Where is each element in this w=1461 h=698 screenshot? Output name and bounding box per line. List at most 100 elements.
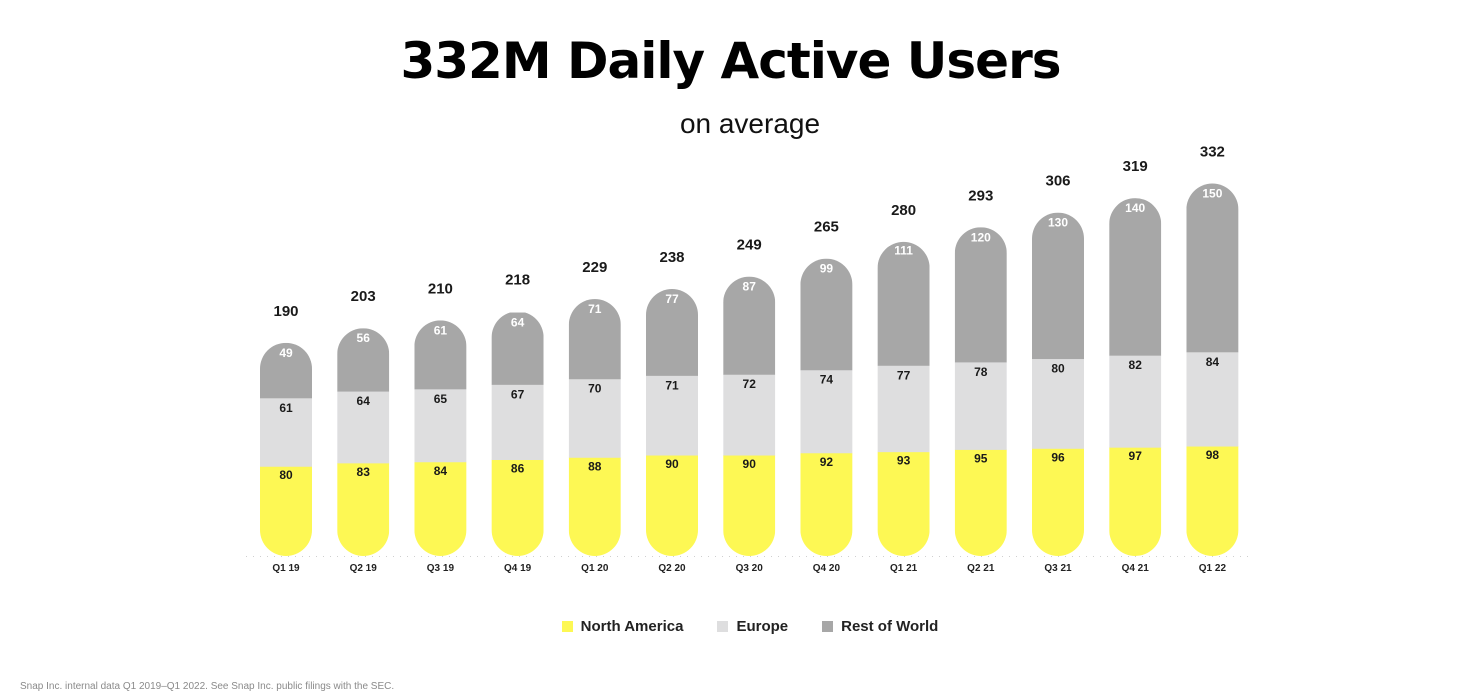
bar-group — [877, 241, 930, 556]
bar-group — [1032, 212, 1084, 556]
bar-group — [800, 258, 853, 556]
bar-group — [723, 276, 776, 556]
x-tick-label: Q4 20 — [813, 563, 841, 574]
bar-segment-north-america — [1109, 447, 1162, 556]
bar-segment-europe — [568, 378, 621, 458]
segment-value-label: 82 — [1129, 358, 1143, 372]
bar-segment-rest-of-world — [414, 320, 467, 390]
bar-group — [414, 320, 467, 556]
bar-segment-rest-of-world — [1109, 198, 1162, 356]
segment-value-label: 49 — [279, 346, 293, 360]
legend-label-rest-of-world: Rest of World — [841, 618, 939, 635]
x-tick-label: Q1 21 — [890, 563, 918, 574]
bar-segment-rest-of-world — [1032, 212, 1084, 360]
stacked-bar-chart: 80 61 49 190 Q1 19 83 64 56 203 Q2 19 84 65 61 210 Q3 … — [246, 143, 1252, 574]
bar-segment-europe — [260, 397, 312, 467]
segment-value-label: 111 — [894, 244, 913, 258]
bar-segment-rest-of-world — [646, 288, 698, 376]
chart-title: 332M Daily Active Users — [400, 32, 1061, 90]
segment-value-label: 150 — [1202, 186, 1222, 200]
bar-segment-north-america — [800, 452, 853, 556]
segment-value-label: 95 — [974, 451, 988, 465]
bar-group — [954, 227, 1007, 556]
bar-segment-north-america — [568, 457, 621, 556]
legend-item-north-america: North America — [561, 618, 684, 635]
bar-segment-rest-of-world — [568, 299, 621, 380]
x-tick-label: Q4 19 — [504, 563, 532, 574]
total-value-label: 238 — [659, 249, 684, 266]
x-tick-label: Q1 22 — [1199, 563, 1227, 574]
bar-segment-europe — [646, 375, 698, 456]
legend: North America Europe Rest of World — [0, 618, 1461, 635]
bar-group — [646, 288, 698, 556]
segment-value-label: 70 — [588, 382, 602, 396]
x-tick-label: Q2 21 — [967, 563, 995, 574]
x-tick-label: Q1 19 — [272, 563, 300, 574]
segment-value-label: 77 — [665, 292, 679, 306]
bar-segment-north-america — [260, 466, 312, 556]
segment-value-label: 84 — [1206, 355, 1220, 369]
legend-label-europe: Europe — [736, 618, 789, 635]
x-tick-label: Q3 21 — [1044, 563, 1072, 574]
bar-segment-rest-of-world — [954, 227, 1007, 363]
segment-value-label: 64 — [511, 316, 525, 330]
bar-segment-europe — [723, 374, 776, 456]
segment-value-label: 97 — [1129, 449, 1143, 463]
segment-value-label: 87 — [743, 280, 757, 294]
segment-value-label: 84 — [434, 464, 448, 478]
segment-value-label: 61 — [434, 323, 448, 337]
chart-subtitle: on average — [679, 108, 821, 139]
segment-value-label: 61 — [279, 401, 293, 415]
segment-value-label: 78 — [974, 365, 988, 379]
segment-value-label: 98 — [1206, 448, 1220, 462]
segment-value-label: 88 — [588, 459, 602, 473]
x-tick-label: Q3 19 — [427, 563, 455, 574]
bar-group — [491, 312, 544, 556]
bar-segment-europe — [337, 391, 390, 464]
total-value-label: 203 — [351, 288, 376, 305]
bar-segment-north-america — [337, 462, 390, 557]
bar-segment-rest-of-world — [877, 241, 930, 366]
bar-group — [260, 342, 312, 556]
bar-segment-rest-of-world — [260, 342, 312, 399]
bar-segment-north-america — [491, 459, 544, 556]
total-value-label: 218 — [505, 271, 530, 288]
segment-value-label: 64 — [357, 394, 371, 408]
bar-segment-europe — [1109, 355, 1162, 448]
bar-segment-europe — [800, 369, 853, 454]
bar-segment-north-america — [954, 449, 1007, 556]
bar-group — [1109, 198, 1162, 556]
bar-segment-europe — [414, 388, 467, 463]
x-tick-label: Q3 20 — [736, 563, 764, 574]
segment-value-label: 83 — [357, 465, 371, 479]
total-value-label: 210 — [428, 280, 453, 297]
segment-value-label: 71 — [588, 302, 602, 316]
total-value-label: 332 — [1200, 143, 1225, 160]
total-value-label: 293 — [968, 187, 993, 204]
total-value-label: 249 — [737, 237, 762, 254]
segment-value-label: 140 — [1125, 201, 1145, 215]
segment-value-label: 74 — [820, 373, 834, 387]
source-note: Snap Inc. internal data Q1 2019–Q1 2022.… — [20, 681, 395, 692]
bar-segment-europe — [491, 384, 544, 461]
total-value-label: 229 — [582, 259, 607, 276]
bar-segment-north-america — [414, 461, 467, 556]
segment-value-label: 90 — [665, 457, 679, 471]
segment-value-label: 72 — [743, 377, 757, 391]
bar-segment-europe — [954, 361, 1007, 450]
x-tick-label: Q2 19 — [350, 563, 378, 574]
segment-value-label: 92 — [820, 455, 834, 469]
total-value-label: 319 — [1123, 158, 1148, 175]
legend-label-north-america: North America — [580, 618, 684, 635]
bar-segment-north-america — [1032, 448, 1084, 556]
segment-value-label: 65 — [434, 392, 448, 406]
total-value-label: 265 — [814, 219, 839, 236]
segment-value-label: 130 — [1048, 216, 1068, 230]
total-value-label: 280 — [891, 202, 916, 219]
bar-segment-north-america — [1186, 446, 1239, 556]
bar-group — [1186, 183, 1239, 556]
segment-value-label: 120 — [971, 230, 991, 244]
segment-value-label: 80 — [1051, 362, 1065, 376]
bar-segment-north-america — [877, 451, 930, 556]
segment-value-label: 71 — [665, 378, 679, 392]
